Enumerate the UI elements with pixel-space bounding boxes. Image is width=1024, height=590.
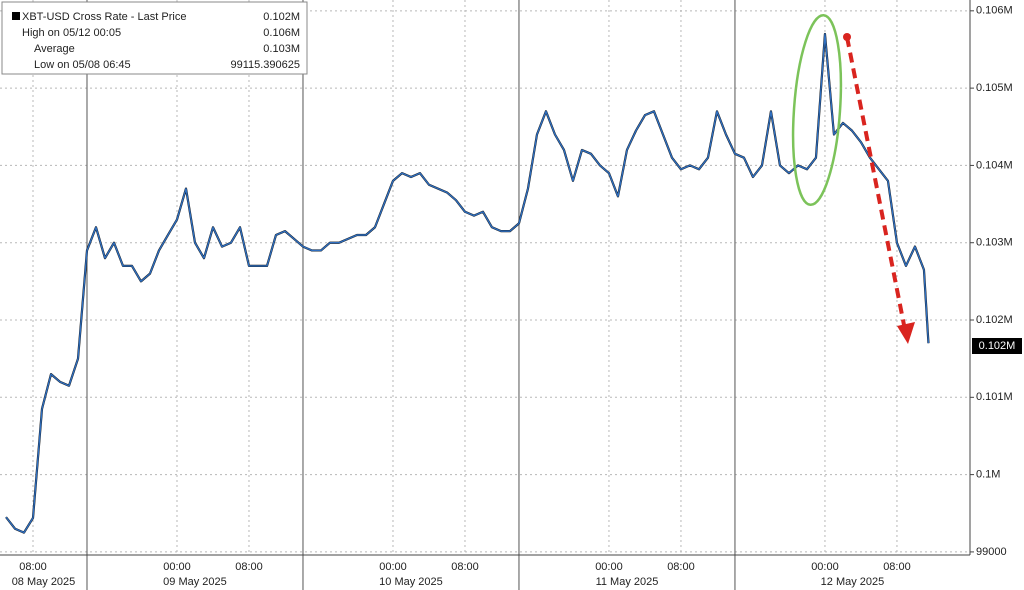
- date-label: 12 May 2025: [821, 576, 885, 588]
- x-tick-label: 00:00: [163, 561, 191, 573]
- legend-stat-value: 0.103M: [263, 43, 300, 55]
- x-tick-label: 00:00: [379, 561, 407, 573]
- y-tick-label: 0.1M: [976, 469, 1000, 481]
- y-tick-label: 0.102M: [976, 314, 1013, 326]
- date-label: 10 May 2025: [379, 576, 443, 588]
- legend: XBT-USD Cross Rate - Last Price 0.102M H…: [1, 1, 308, 75]
- legend-box: [1, 1, 308, 75]
- date-label: 09 May 2025: [163, 576, 227, 588]
- y-tick-label: 0.103M: [976, 237, 1013, 249]
- x-tick-label: 08:00: [451, 561, 479, 573]
- highlight-ellipse: [791, 13, 843, 207]
- x-tick-label: 08:00: [235, 561, 263, 573]
- y-tick-label: 99000: [976, 546, 1007, 558]
- price-line: [5, 33, 930, 534]
- arrow-head: [897, 322, 915, 344]
- legend-stat-label: Average: [34, 43, 75, 55]
- legend-stat-label: Low on 05/08 06:45: [34, 59, 131, 71]
- arrow-start: [843, 33, 851, 41]
- x-tick-label: 00:00: [595, 561, 623, 573]
- x-tick-label: 08:00: [19, 561, 47, 573]
- legend-stat-label: High on 05/12 00:05: [22, 27, 121, 39]
- date-label: 11 May 2025: [596, 576, 659, 588]
- x-tick-label: 08:00: [667, 561, 695, 573]
- trend-arrow: [845, 36, 907, 331]
- legend-stat-value: 99115.390625: [230, 59, 300, 71]
- legend-stat-value: 0.106M: [263, 27, 300, 39]
- y-tick-label: 0.101M: [976, 391, 1013, 403]
- legend-swatch: [12, 12, 20, 20]
- legend-last: 0.102M: [263, 11, 300, 23]
- y-tick-label: 0.104M: [976, 159, 1013, 171]
- x-tick-label: 00:00: [811, 561, 839, 573]
- date-label: 08 May 2025: [12, 576, 76, 588]
- last-price-label: 0.102M: [979, 340, 1016, 352]
- y-tick-label: 0.106M: [976, 5, 1013, 17]
- legend-title: XBT-USD Cross Rate - Last Price: [22, 11, 186, 23]
- last-price-tag: [972, 338, 1022, 354]
- y-tick-label: 0.105M: [976, 82, 1013, 94]
- x-tick-label: 08:00: [883, 561, 911, 573]
- plot-area: [0, 0, 970, 555]
